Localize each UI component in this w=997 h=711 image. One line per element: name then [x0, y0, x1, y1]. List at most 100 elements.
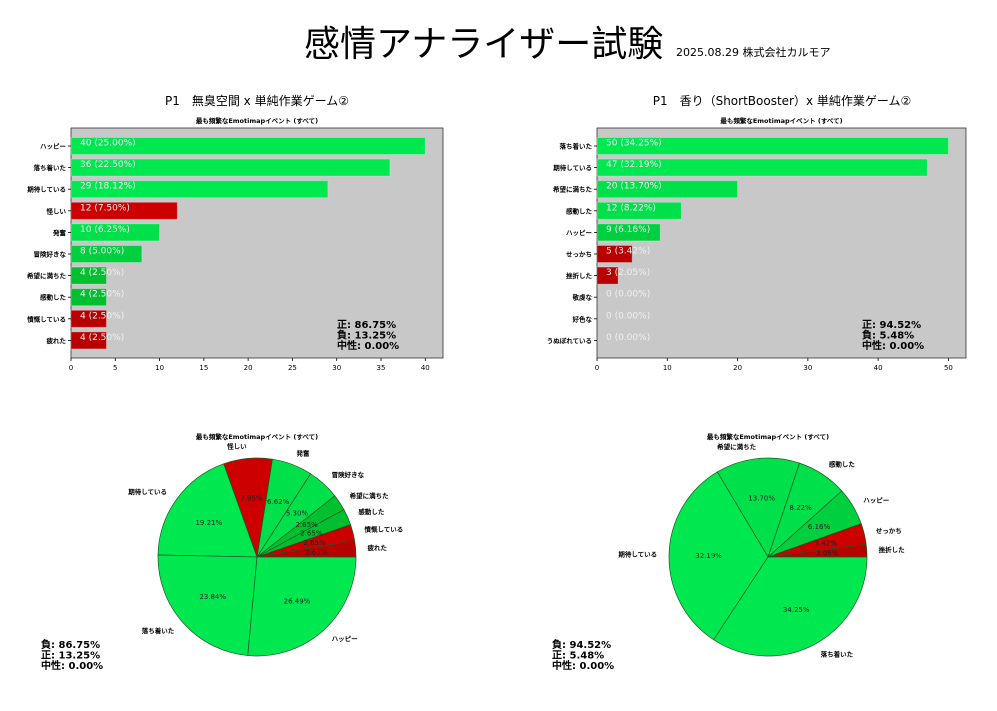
pie-slice-pct: 5.30%	[286, 510, 309, 518]
pie-slice-label: ハッピー	[332, 634, 358, 643]
summary-text: 正: 86.75%	[337, 319, 396, 331]
summary-text: 負: 5.48%	[862, 329, 914, 342]
x-tick-label: 10	[663, 364, 672, 372]
pie-slice-pct: 2.65%	[305, 549, 328, 557]
y-tick-label: 落ち着いた	[34, 163, 67, 172]
x-tick-label: 35	[377, 364, 386, 372]
bar-chart-title: 最も頻繁なEmotimapイベント (すべて)	[720, 116, 842, 125]
bar-value-label: 36 (22.50%)	[80, 160, 136, 170]
summary-text: 中性: 0.00%	[41, 659, 103, 672]
y-tick-label: 落ち着いた	[560, 142, 593, 151]
pie-slice-label: 発奮	[295, 448, 310, 457]
x-tick-label: 0	[69, 364, 73, 372]
x-tick-label: 50	[944, 364, 953, 372]
bar-value-label: 12 (7.50%)	[80, 203, 130, 213]
pie-slice-pct: 19.21%	[195, 519, 222, 527]
y-tick-label: 疲れた	[47, 336, 67, 345]
pie-slice-label: せっかち	[876, 527, 902, 535]
pie-slice-pct: 7.95%	[240, 494, 263, 502]
summary-text: 中性: 0.00%	[862, 339, 924, 352]
y-tick-label: 敬虔な	[572, 293, 593, 302]
pie	[668, 457, 868, 657]
bar-value-label: 0 (0.00%)	[606, 333, 650, 343]
pie-slice-pct: 2.65%	[303, 539, 326, 547]
bar-value-label: 5 (3.42%)	[606, 247, 650, 257]
bar-value-label: 29 (18.12%)	[80, 182, 136, 192]
pie-slice	[157, 554, 258, 656]
bar-value-label: 3 (2.05%)	[606, 268, 650, 278]
x-tick-label: 30	[803, 364, 812, 372]
pie-slice-pct: 8.22%	[790, 504, 813, 512]
y-tick-label: せっかち	[566, 251, 592, 259]
x-tick-label: 25	[288, 364, 297, 372]
x-tick-label: 5	[113, 364, 117, 372]
bar-value-label: 50 (34.25%)	[606, 139, 662, 149]
bar-chart-title: 最も頻繁なEmotimapイベント (すべて)	[196, 116, 318, 125]
pie-slice-pct: 23.84%	[199, 593, 226, 601]
pie-slice-pct: 6.62%	[267, 498, 290, 506]
page-subtitle: 2025.08.29 株式会社カルモア	[676, 45, 830, 59]
bar-value-label: 4 (2.50%)	[80, 311, 124, 321]
y-tick-label: 怪しい	[47, 206, 67, 215]
pie-slice-label: 冒険好きな	[332, 470, 365, 479]
pie-slice-label: 落ち着いた	[821, 650, 854, 659]
y-tick-label: 希望に満ちた	[553, 185, 593, 194]
x-tick-label: 20	[733, 364, 742, 372]
summary-text: 中性: 0.00%	[552, 659, 614, 672]
x-tick-label: 0	[595, 364, 599, 372]
y-tick-label: 希望に満ちた	[27, 271, 67, 280]
x-tick-label: 15	[199, 364, 208, 372]
pie-slice-label: 期待している	[128, 487, 167, 496]
pie-slice-pct: 32.19%	[695, 552, 722, 560]
y-tick-label: 挫折した	[566, 271, 593, 280]
bar-chart-suptitle: P1 無臭空間 x 単純作業ゲーム②	[165, 93, 349, 108]
y-tick-label: 冒険好きな	[34, 250, 67, 259]
pie-slice-label: 感動した	[358, 507, 385, 516]
pie-chart-title: 最も頻繁なEmotimapイベント (すべて)	[196, 432, 318, 441]
y-tick-label: 期待している	[553, 163, 592, 172]
pie-slice-label: 希望に満ちた	[717, 442, 757, 451]
y-tick-label: ハッピー	[566, 228, 592, 237]
bar-value-label: 4 (2.50%)	[80, 268, 124, 278]
bar-value-label: 40 (25.00%)	[80, 139, 136, 149]
x-tick-label: 40	[421, 364, 430, 372]
bar-value-label: 47 (32.19%)	[606, 160, 662, 170]
bar-value-label: 20 (13.70%)	[606, 182, 662, 192]
pie	[157, 457, 357, 657]
pie-slice	[713, 556, 868, 657]
summary-text: 負: 86.75%	[41, 638, 100, 651]
x-tick-label: 10	[155, 364, 164, 372]
summary-text: 中性: 0.00%	[337, 339, 399, 352]
pie-slice-label: 希望に満ちた	[350, 491, 390, 500]
pie-slice	[668, 471, 769, 641]
summary-text: 負: 94.52%	[552, 638, 611, 651]
x-tick-label: 30	[332, 364, 341, 372]
bar-value-label: 4 (2.50%)	[80, 290, 124, 300]
y-tick-label: 好色な	[572, 314, 593, 323]
pie-slice-label: 挫折した	[879, 545, 906, 554]
pie-slice-label: ハッピー	[863, 495, 889, 504]
y-tick-label: ハッピー	[40, 142, 66, 151]
y-tick-label: 憤慨している	[27, 314, 66, 323]
pie-slice-label: 期待している	[618, 550, 657, 559]
pie-slice-pct: 2.65%	[295, 521, 318, 529]
pie-slice-pct: 6.16%	[808, 523, 831, 531]
bar-value-label: 8 (5.00%)	[80, 247, 124, 257]
summary-text: 負: 13.25%	[337, 329, 396, 342]
pie-slice-label: 落ち着いた	[142, 626, 175, 635]
bar-value-label: 12 (8.22%)	[606, 203, 656, 213]
y-tick-label: 期待している	[27, 185, 66, 194]
summary-text: 正: 5.48%	[552, 650, 604, 662]
pie-slice-label: 感動した	[829, 459, 856, 468]
pie-slice-label: 憤慨している	[364, 525, 403, 534]
summary-text: 正: 13.25%	[41, 650, 100, 662]
y-tick-label: 発奮	[52, 228, 67, 237]
pie-slice-pct: 3.42%	[815, 540, 838, 548]
bar-chart-suptitle: P1 香り（ShortBooster）x 単純作業ゲーム②	[653, 94, 912, 108]
y-tick-label: 感動した	[566, 206, 593, 215]
pie-slice-label: 怪しい	[227, 442, 247, 451]
pie-slice-pct: 34.25%	[783, 606, 810, 614]
pie-slice	[716, 457, 800, 558]
pie-slice-label: 疲れた	[367, 543, 387, 552]
